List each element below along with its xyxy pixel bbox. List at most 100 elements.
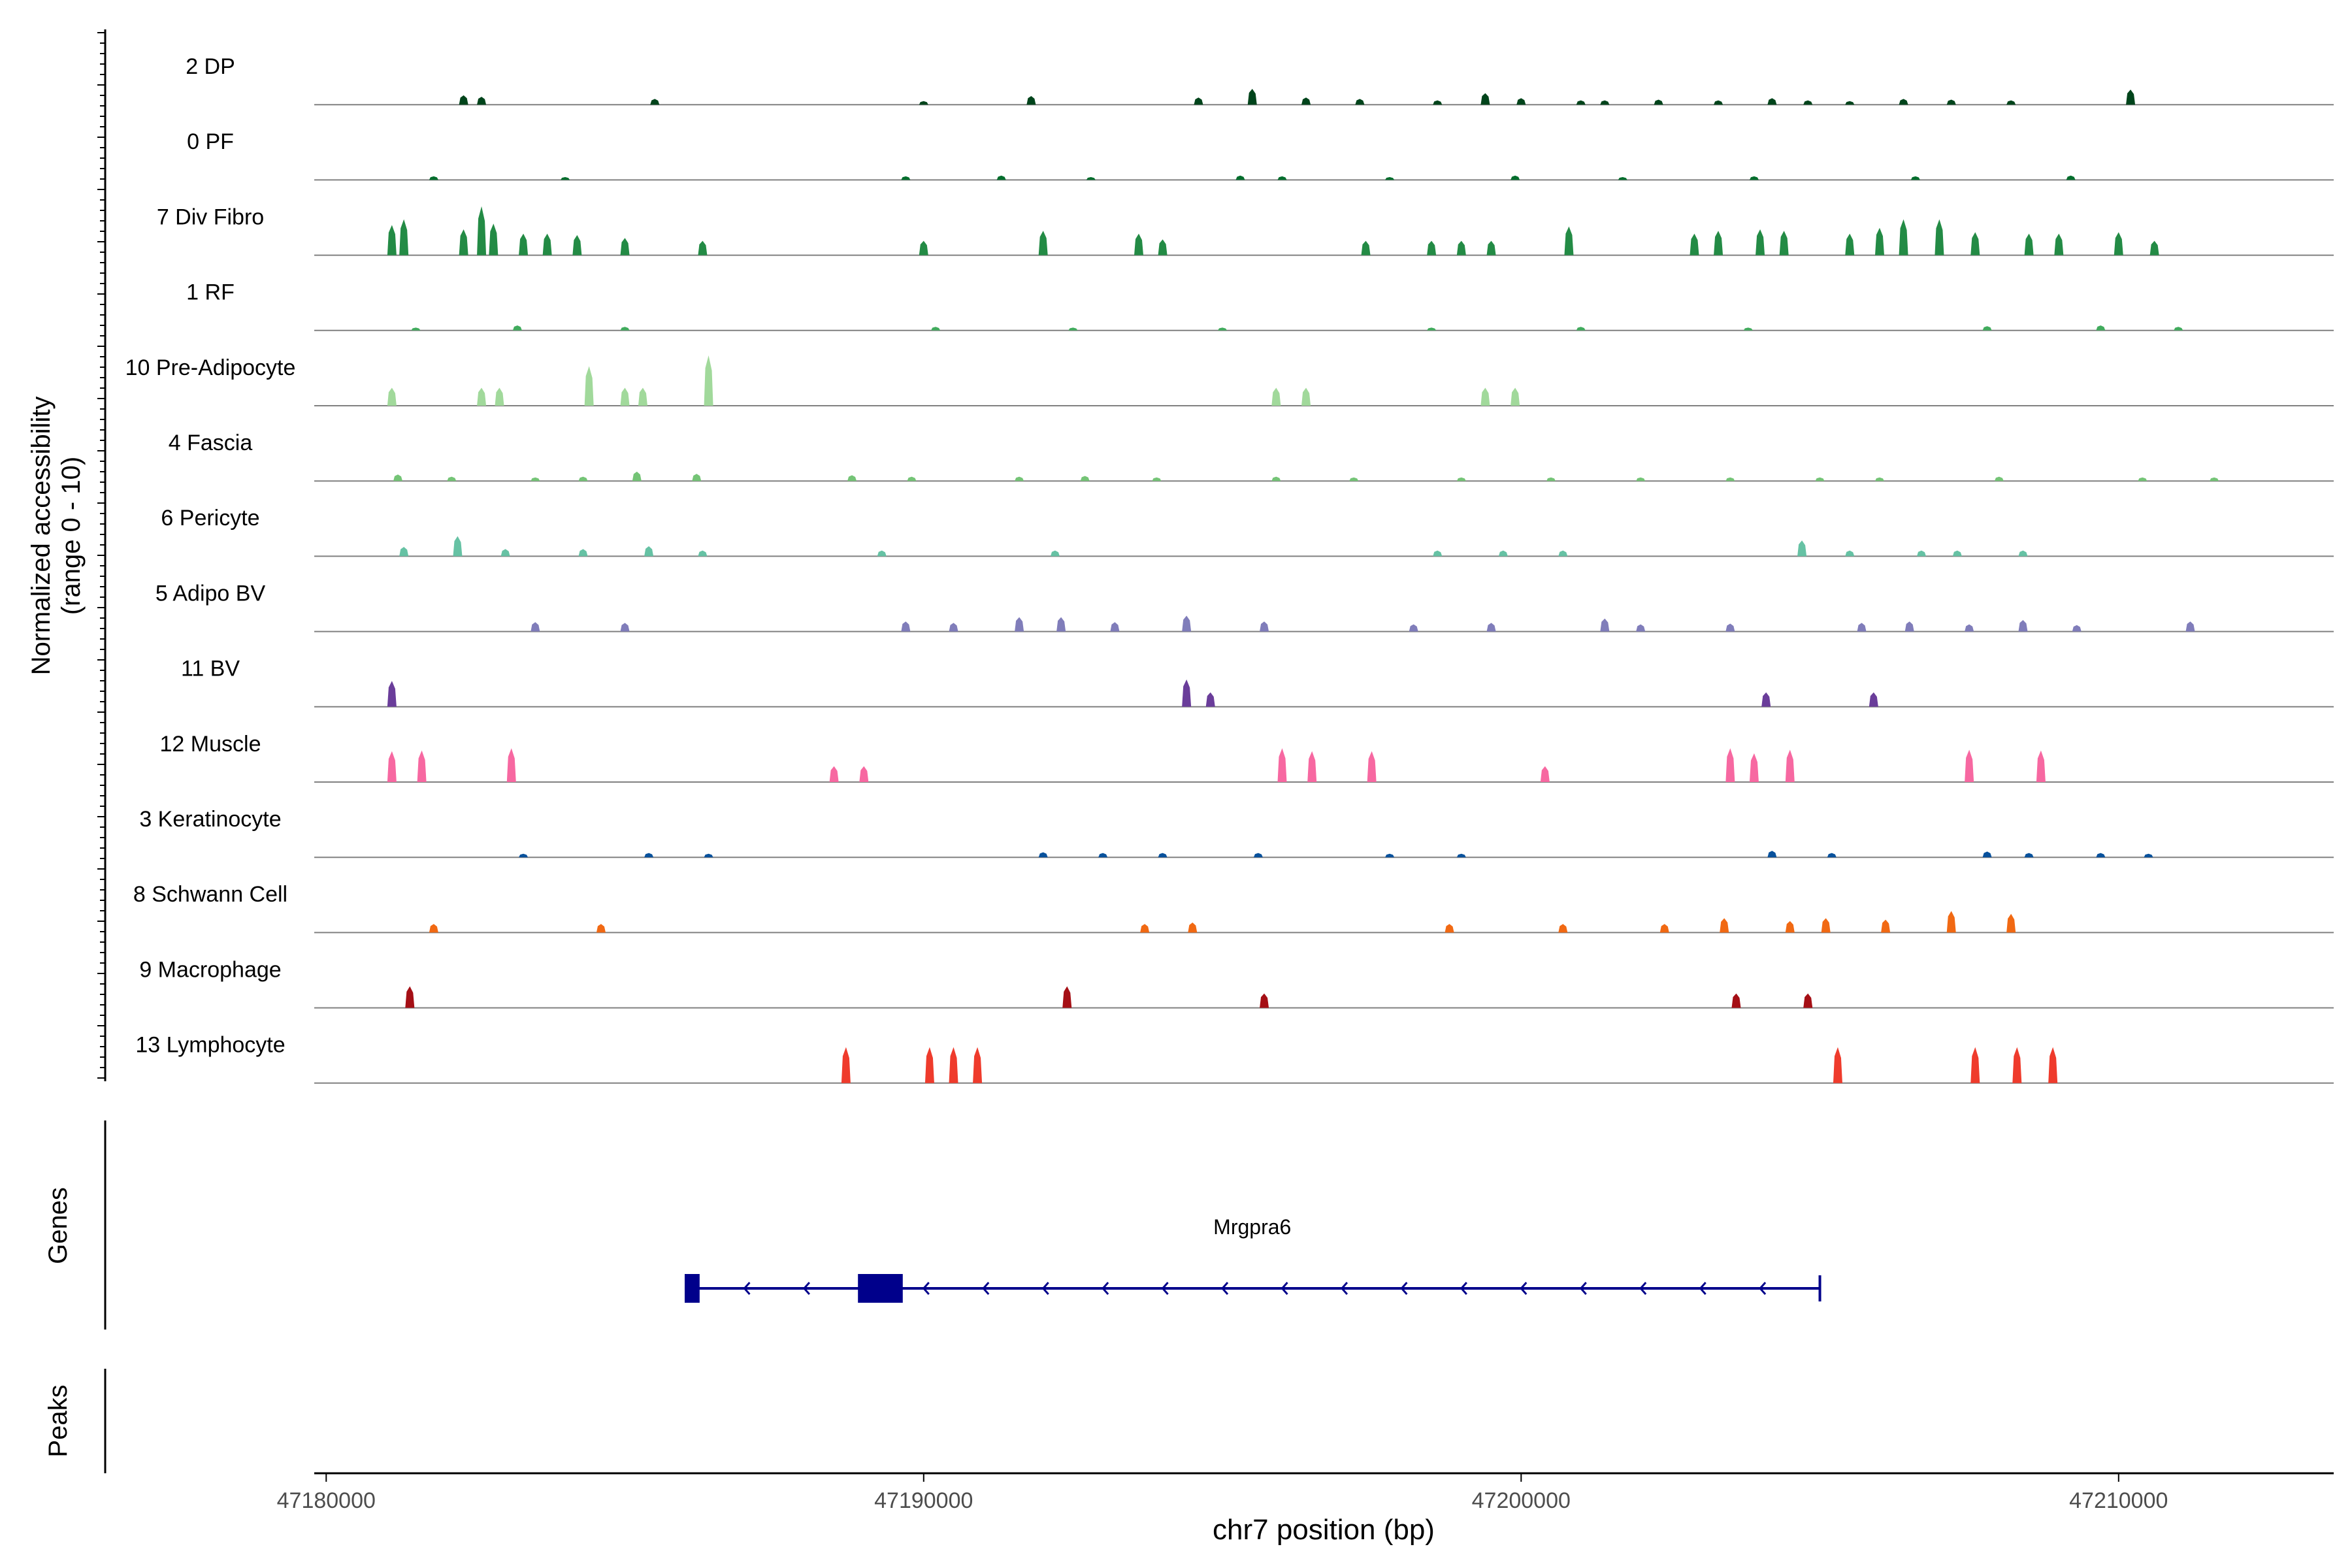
coverage-peak	[387, 225, 397, 255]
coverage-peak	[1349, 477, 1359, 482]
strand-arrow	[1579, 1282, 1587, 1295]
coverage-peak	[453, 536, 463, 557]
coverage-peak	[1982, 326, 1992, 331]
coverage-peak	[1456, 477, 1466, 482]
coverage-peak	[519, 233, 529, 255]
coverage-peak	[1247, 89, 1257, 105]
coverage-peak	[1158, 853, 1168, 858]
coverage-peak	[1618, 177, 1627, 180]
track-label: 2 DP	[186, 54, 235, 79]
track-9: 11 BV	[181, 657, 2334, 708]
coverage-peak	[387, 681, 397, 707]
coverage-peak	[1576, 100, 1586, 105]
coverage-peak	[1182, 679, 1192, 707]
x-tick-label: 47180000	[277, 1488, 376, 1513]
coverage-peak	[2149, 240, 2159, 255]
tracks-y-axis-ticks	[97, 32, 105, 1079]
coverage-peak	[1456, 240, 1466, 255]
genes-axis-label: Genes	[44, 1187, 73, 1264]
coverage-peak	[1110, 622, 1120, 632]
coverage-tracks: 2 DP 0 PF 7 Div Fibro 1 RF 10 Pre-Adipocyte 4…	[125, 54, 2334, 1084]
coverage-peak	[1821, 918, 1831, 933]
coverage-peak	[632, 471, 642, 482]
track-label: 13 Lymphocyte	[135, 1033, 285, 1058]
coverage-peak	[1881, 919, 1891, 933]
strand-arrow	[1340, 1282, 1348, 1295]
coverage-peak	[1982, 851, 1992, 858]
strand-arrow	[1102, 1282, 1109, 1295]
coverage-peak	[1427, 240, 1437, 255]
y-axis-label-line1: Normalized accessibility	[27, 397, 56, 676]
coverage-peak	[1845, 101, 1855, 105]
coverage-peak	[1080, 476, 1090, 482]
coverage-peak	[1600, 100, 1610, 105]
coverage-peak	[2036, 750, 2046, 782]
coverage-peak	[1134, 233, 1144, 255]
coverage-peak	[1779, 231, 1789, 255]
coverage-peak	[2012, 1047, 2022, 1083]
coverage-peak	[620, 238, 630, 255]
coverage-peak	[2072, 625, 2082, 632]
coverage-peak	[512, 325, 522, 331]
coverage-peak	[1277, 176, 1287, 180]
coverage-peak	[1803, 100, 1813, 105]
coverage-peak	[1749, 753, 1759, 782]
track-7: 6 Pericyte	[161, 506, 2334, 557]
gene-exon	[858, 1274, 903, 1303]
coverage-peak	[1516, 98, 1526, 105]
coverage-peak	[1749, 176, 1759, 180]
coverage-peak	[1720, 918, 1729, 933]
coverage-peak	[459, 229, 468, 255]
y-axis-label: Normalized accessibility (range 0 - 10)	[27, 397, 86, 676]
coverage-peak	[1158, 239, 1168, 255]
coverage-peak	[1756, 229, 1765, 255]
coverage-peak	[1062, 986, 1072, 1008]
coverage-peak	[1725, 477, 1735, 482]
coverage-peak	[489, 223, 498, 255]
coverage-peak	[2126, 90, 2136, 105]
coverage-peak	[704, 355, 713, 406]
coverage-peak	[1797, 540, 1807, 557]
coverage-peak	[620, 387, 630, 406]
coverage-peak	[1546, 477, 1556, 482]
coverage-peak	[1260, 993, 1269, 1008]
coverage-peak	[859, 766, 869, 782]
genes-panel: Genes Mrgpra6	[44, 1120, 1821, 1330]
coverage-peak	[1815, 477, 1825, 482]
coverage-peak	[459, 95, 468, 105]
coverage-peak	[2144, 853, 2153, 858]
track-label: 9 Macrophage	[139, 957, 281, 982]
coverage-peak	[1970, 232, 1980, 255]
gene-exon	[684, 1274, 700, 1303]
y-axis-label-line2: (range 0 - 10)	[57, 457, 86, 615]
coverage-peak	[1970, 1047, 1980, 1083]
coverage-peak	[2018, 550, 2028, 557]
coverage-peak	[1857, 623, 1867, 632]
coverage-peak	[1433, 550, 1443, 557]
strand-arrow	[982, 1282, 990, 1295]
coverage-peak	[1015, 617, 1024, 632]
coverage-peak	[620, 327, 630, 331]
coverage-peak	[2114, 232, 2123, 255]
coverage-peak	[2048, 1047, 2058, 1083]
track-label: 10 Pre-Adipocyte	[125, 355, 296, 380]
coverage-peak	[2018, 620, 2028, 632]
coverage-peak	[1445, 924, 1454, 933]
coverage-peak	[1654, 99, 1663, 105]
x-tick-label: 47190000	[874, 1488, 973, 1513]
coverage-peak	[1845, 550, 1855, 557]
track-11: 3 Keratinocyte	[139, 807, 2334, 858]
coverage-peak	[1086, 177, 1096, 180]
coverage-peak	[692, 474, 702, 482]
coverage-peak	[1511, 175, 1520, 180]
coverage-peak	[2054, 233, 2064, 255]
track-1: 2 DP	[186, 54, 2334, 106]
coverage-peak	[1725, 748, 1735, 782]
strand-arrow	[1520, 1282, 1527, 1295]
coverage-peak	[847, 475, 857, 482]
strand-arrow	[743, 1282, 751, 1295]
coverage-peak	[429, 176, 438, 180]
coverage-peak	[1910, 176, 1920, 180]
coverage-peak	[650, 99, 660, 105]
coverage-peak	[1869, 692, 1878, 707]
